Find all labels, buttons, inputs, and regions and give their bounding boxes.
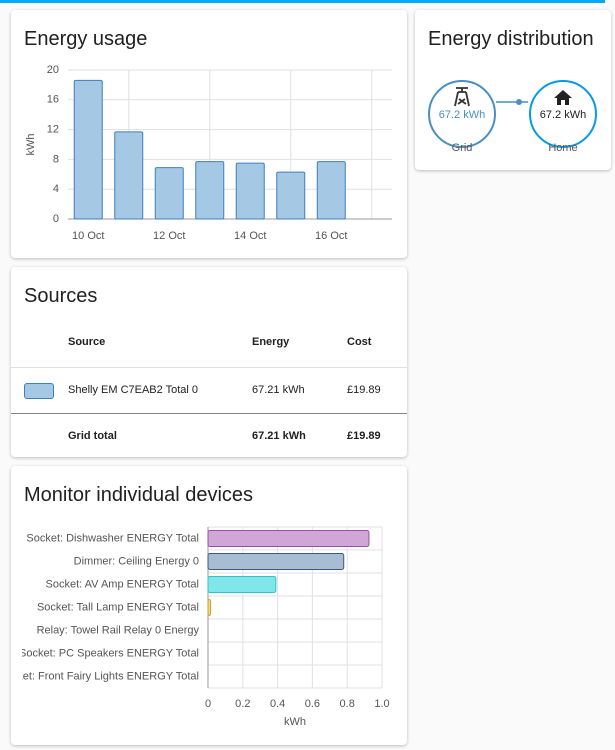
bar <box>235 162 265 220</box>
bar <box>207 576 277 593</box>
bar <box>207 599 212 616</box>
bar <box>207 530 370 547</box>
grid-icon <box>454 87 470 107</box>
distribution-diagram: 67.2 kWh 67.2 kWh Grid Home <box>428 80 597 154</box>
y-axis-label: kWh <box>25 134 37 156</box>
y-tick-label: Socket: Front Fairy Lights ENERGY Total <box>11 670 199 682</box>
source-swatch <box>24 383 54 399</box>
x-tick-label: 10 Oct <box>72 230 104 242</box>
y-tick-label: 4 <box>53 183 59 195</box>
label-group: Socket: Dishwasher ENERGY Total Dimmer: C… <box>11 532 200 682</box>
usage-chart: 0 4 8 12 16 20 kWh 10 Oct 12 Oct 14 Oct 16 Oct <box>25 64 392 242</box>
x-tick-label: 16 Oct <box>315 230 347 242</box>
card-title: Sources <box>24 285 98 307</box>
node-value: 67.2 kWh <box>439 109 485 121</box>
card-title: Energy distribution <box>428 28 594 50</box>
x-axis-label: kWh <box>284 716 306 728</box>
y-tick-label: Socket: Dishwasher ENERGY Total <box>26 532 199 544</box>
divider <box>11 413 407 414</box>
total-energy: 67.21 kWh <box>252 430 306 442</box>
source-cost: £19.89 <box>347 384 381 396</box>
bar <box>276 171 306 220</box>
node-value: 67.2 kWh <box>540 109 586 121</box>
bar <box>316 161 346 220</box>
node-label: Home <box>548 142 577 154</box>
card-title: Monitor individual devices <box>24 484 254 506</box>
y-tick-label: Socket: AV Amp ENERGY Total <box>46 578 199 590</box>
bar <box>207 553 345 570</box>
node-label: Grid <box>452 142 473 154</box>
flow-dot <box>516 99 522 105</box>
bar <box>154 167 184 220</box>
bar <box>195 161 225 220</box>
sources-card: Sources Source Energy Cost Shelly EM C7E… <box>11 267 407 457</box>
column-header: Cost <box>347 336 372 348</box>
x-tick-label: 14 Oct <box>234 230 266 242</box>
divider <box>11 367 407 368</box>
home-node[interactable] <box>529 80 597 148</box>
home-icon <box>554 90 572 105</box>
x-tick-label: 1.0 <box>374 698 389 710</box>
total-label: Grid total <box>68 430 117 442</box>
x-tick-label: 0 <box>205 698 211 710</box>
column-header: Energy <box>252 336 290 348</box>
grid-node[interactable] <box>428 80 496 148</box>
header-bar <box>0 0 605 3</box>
y-tick-label: 8 <box>53 153 59 165</box>
y-tick-label: Socket: PC Speakers ENERGY Total <box>19 647 199 659</box>
x-tick-label: 0.4 <box>270 698 285 710</box>
x-tick-label: 12 Oct <box>153 230 185 242</box>
energy-usage-card: Energy usage 0 4 8 12 16 20 kWh 10 Oct 12 Oct 14 … <box>11 10 407 258</box>
y-tick-label: 12 <box>47 124 59 136</box>
y-tick-label: 0 <box>53 213 59 225</box>
x-tick-label: 0.8 <box>340 698 355 710</box>
devices-chart: 0 0.2 0.4 0.6 0.8 1.0 kWh Socket: Dishwasher EN… <box>11 526 390 728</box>
y-tick-label: Relay: Towel Rail Relay 0 Energy <box>37 624 200 636</box>
y-tick-label: 16 <box>47 94 59 106</box>
source-name: Shelly EM C7EAB2 Total 0 <box>68 384 199 396</box>
y-tick-label: Socket: Tall Lamp ENERGY Total <box>37 601 199 613</box>
card-title: Energy usage <box>24 28 148 50</box>
devices-card: Monitor individual devices 0 0.2 0.4 0.6 0.8… <box>11 466 407 745</box>
y-tick-label: Dimmer: Ceiling Energy 0 <box>74 555 199 567</box>
x-tick-label: 0.2 <box>235 698 250 710</box>
total-cost: £19.89 <box>347 430 381 442</box>
y-tick-label: 20 <box>47 64 59 76</box>
column-header: Source <box>68 336 106 348</box>
bar <box>73 79 103 220</box>
distribution-card: Energy distribution 67.2 kWh 67.2 kWh Gr… <box>415 10 611 170</box>
x-tick-label: 0.6 <box>305 698 320 710</box>
bar <box>114 131 144 220</box>
source-energy: 67.21 kWh <box>252 384 305 396</box>
